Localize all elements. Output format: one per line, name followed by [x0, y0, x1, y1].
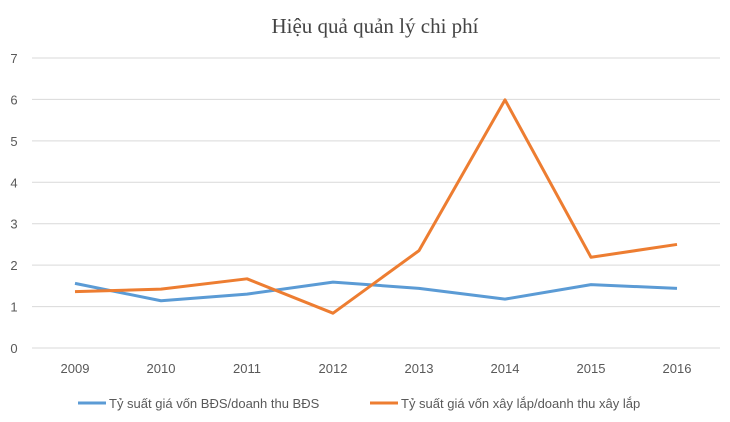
x-tick-label: 2016: [663, 361, 692, 376]
x-tick-label: 2013: [405, 361, 434, 376]
series-line-1: [74, 280, 678, 303]
x-tick-label: 2010: [147, 361, 176, 376]
x-tick-label: 2012: [319, 361, 348, 376]
chart-title: Hiệu quả quản lý chi phí: [271, 14, 478, 38]
series-line-2: [74, 98, 678, 315]
x-tick-label: 2011: [233, 361, 261, 376]
y-tick-label: 5: [10, 134, 17, 149]
y-tick-label: 1: [10, 300, 17, 315]
x-tick-label: 2009: [61, 361, 90, 376]
y-tick-label: 3: [10, 217, 17, 232]
y-tick-label: 4: [10, 175, 17, 190]
y-tick-label: 7: [10, 51, 17, 66]
y-tick-label: 2: [10, 258, 17, 273]
x-tick-label: 2015: [577, 361, 606, 376]
x-tick-label: 2014: [491, 361, 520, 376]
legend-label-1: Tỷ suất giá vốn BĐS/doanh thu BĐS: [109, 396, 320, 411]
legend-label-2: Tỷ suất giá vốn xây lắp/doanh thu xây lắ…: [401, 396, 640, 411]
y-tick-label: 0: [10, 341, 17, 356]
y-tick-label: 6: [10, 92, 17, 107]
